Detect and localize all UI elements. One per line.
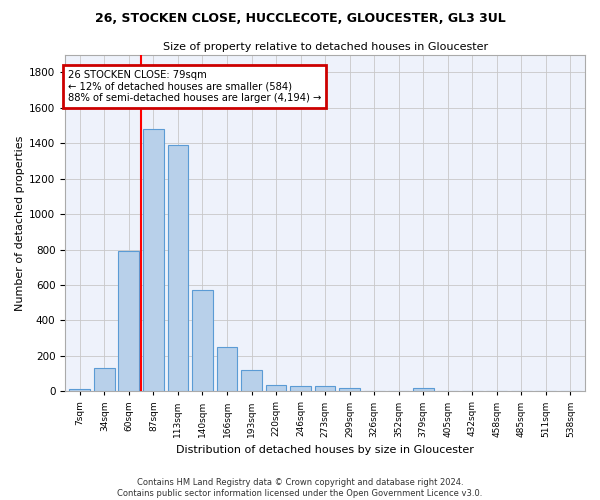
Bar <box>241 370 262 392</box>
Title: Size of property relative to detached houses in Gloucester: Size of property relative to detached ho… <box>163 42 488 52</box>
Y-axis label: Number of detached properties: Number of detached properties <box>15 136 25 310</box>
Text: 26, STOCKEN CLOSE, HUCCLECOTE, GLOUCESTER, GL3 3UL: 26, STOCKEN CLOSE, HUCCLECOTE, GLOUCESTE… <box>95 12 505 26</box>
Bar <box>94 368 115 392</box>
Bar <box>118 252 139 392</box>
Bar <box>70 390 90 392</box>
Text: 26 STOCKEN CLOSE: 79sqm
← 12% of detached houses are smaller (584)
88% of semi-d: 26 STOCKEN CLOSE: 79sqm ← 12% of detache… <box>68 70 321 103</box>
Bar <box>339 388 360 392</box>
Bar <box>192 290 213 392</box>
Bar <box>290 386 311 392</box>
X-axis label: Distribution of detached houses by size in Gloucester: Distribution of detached houses by size … <box>176 445 474 455</box>
Bar <box>266 385 286 392</box>
Bar <box>167 145 188 392</box>
Bar <box>413 388 434 392</box>
Text: Contains HM Land Registry data © Crown copyright and database right 2024.
Contai: Contains HM Land Registry data © Crown c… <box>118 478 482 498</box>
Bar <box>217 347 238 392</box>
Bar <box>143 129 164 392</box>
Bar <box>314 386 335 392</box>
